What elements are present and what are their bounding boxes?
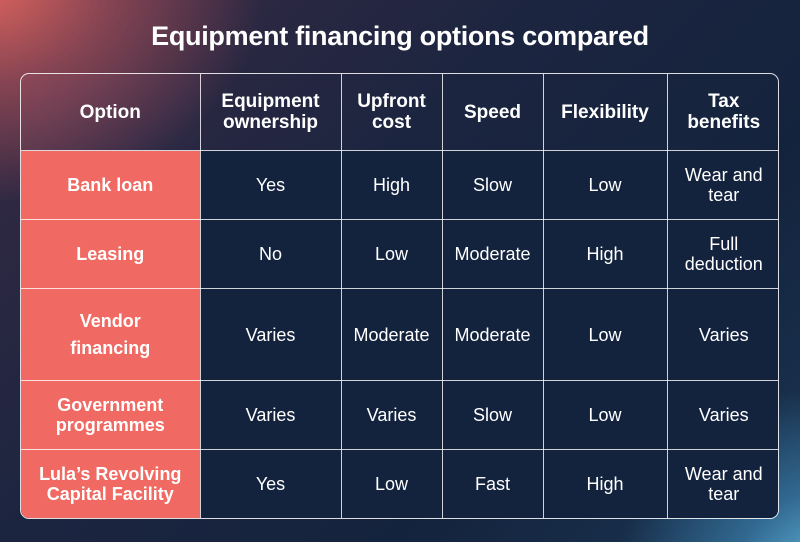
cell-tax-benefits-text: Wear and tear: [684, 464, 763, 505]
cell-tax-benefits: Varies: [667, 288, 778, 382]
header-equipment-ownership: Equipment ownership: [200, 74, 342, 151]
header-tax-benefits-label: Tax benefits: [687, 91, 761, 133]
row-label-government-programmes: Government programmes: [21, 380, 201, 451]
table-row: Government programmes Varies Varies Slow…: [21, 380, 778, 451]
cell-flexibility: Low: [543, 288, 668, 382]
header-equipment-ownership-label: Equipment ownership: [221, 91, 320, 133]
cell-equipment-ownership: Varies: [200, 288, 342, 382]
cell-tax-benefits-text: Wear and tear: [684, 164, 763, 205]
cell-speed: Moderate: [442, 219, 544, 289]
cell-tax-benefits: Wear and tear: [667, 449, 778, 518]
cell-flexibility: High: [543, 449, 668, 518]
cell-upfront-cost: Moderate: [341, 288, 443, 382]
cell-tax-benefits: Full deduction: [667, 219, 778, 289]
cell-speed: Slow: [442, 380, 544, 451]
cell-upfront-cost: High: [341, 150, 443, 220]
header-speed: Speed: [442, 74, 544, 151]
row-label-vendor-financing-text: Vendor financing: [70, 310, 151, 358]
page-title: Equipment financing options compared: [151, 21, 649, 51]
header-flexibility: Flexibility: [543, 74, 668, 151]
cell-speed: Moderate: [442, 288, 544, 382]
row-label-government-programmes-text: Government programmes: [55, 395, 165, 436]
table-row: Bank loan Yes High Slow Low Wear and tea…: [21, 150, 778, 220]
financing-options-table: Option Equipment ownership Upfront cost …: [21, 74, 778, 518]
table-row: Lula’s Revolving Capital Facility Yes Lo…: [21, 449, 778, 518]
cell-speed: Slow: [442, 150, 544, 220]
comparison-table: Option Equipment ownership Upfront cost …: [20, 73, 779, 519]
cell-flexibility: High: [543, 219, 668, 289]
cell-upfront-cost: Varies: [341, 380, 443, 451]
row-label-leasing: Leasing: [21, 219, 201, 289]
row-label-vendor-financing: Vendor financing: [21, 288, 201, 382]
cell-flexibility: Low: [543, 150, 668, 220]
header-upfront-cost-label: Upfront cost: [357, 91, 426, 133]
cell-equipment-ownership: Varies: [200, 380, 342, 451]
row-label-bank-loan: Bank loan: [21, 150, 201, 220]
row-label-lulas-revolving-capital-facility: Lula’s Revolving Capital Facility: [21, 449, 201, 518]
cell-tax-benefits: Varies: [667, 380, 778, 451]
header-option: Option: [21, 74, 201, 151]
cell-speed: Fast: [442, 449, 544, 518]
table-header-row: Option Equipment ownership Upfront cost …: [21, 74, 778, 151]
header-upfront-cost: Upfront cost: [341, 74, 443, 151]
cell-equipment-ownership: Yes: [200, 449, 342, 518]
cell-tax-benefits-text: Full deduction: [684, 233, 763, 274]
cell-upfront-cost: Low: [341, 449, 443, 518]
cell-flexibility: Low: [543, 380, 668, 451]
cell-tax-benefits: Wear and tear: [667, 150, 778, 220]
table-row: Vendor financing Varies Moderate Moderat…: [21, 288, 778, 382]
table-row: Leasing No Low Moderate High Full deduct…: [21, 219, 778, 289]
row-label-lulas-revolving-capital-facility-text: Lula’s Revolving Capital Facility: [39, 464, 182, 505]
cell-upfront-cost: Low: [341, 219, 443, 289]
cell-equipment-ownership: Yes: [200, 150, 342, 220]
cell-equipment-ownership: No: [200, 219, 342, 289]
header-tax-benefits: Tax benefits: [667, 74, 778, 151]
